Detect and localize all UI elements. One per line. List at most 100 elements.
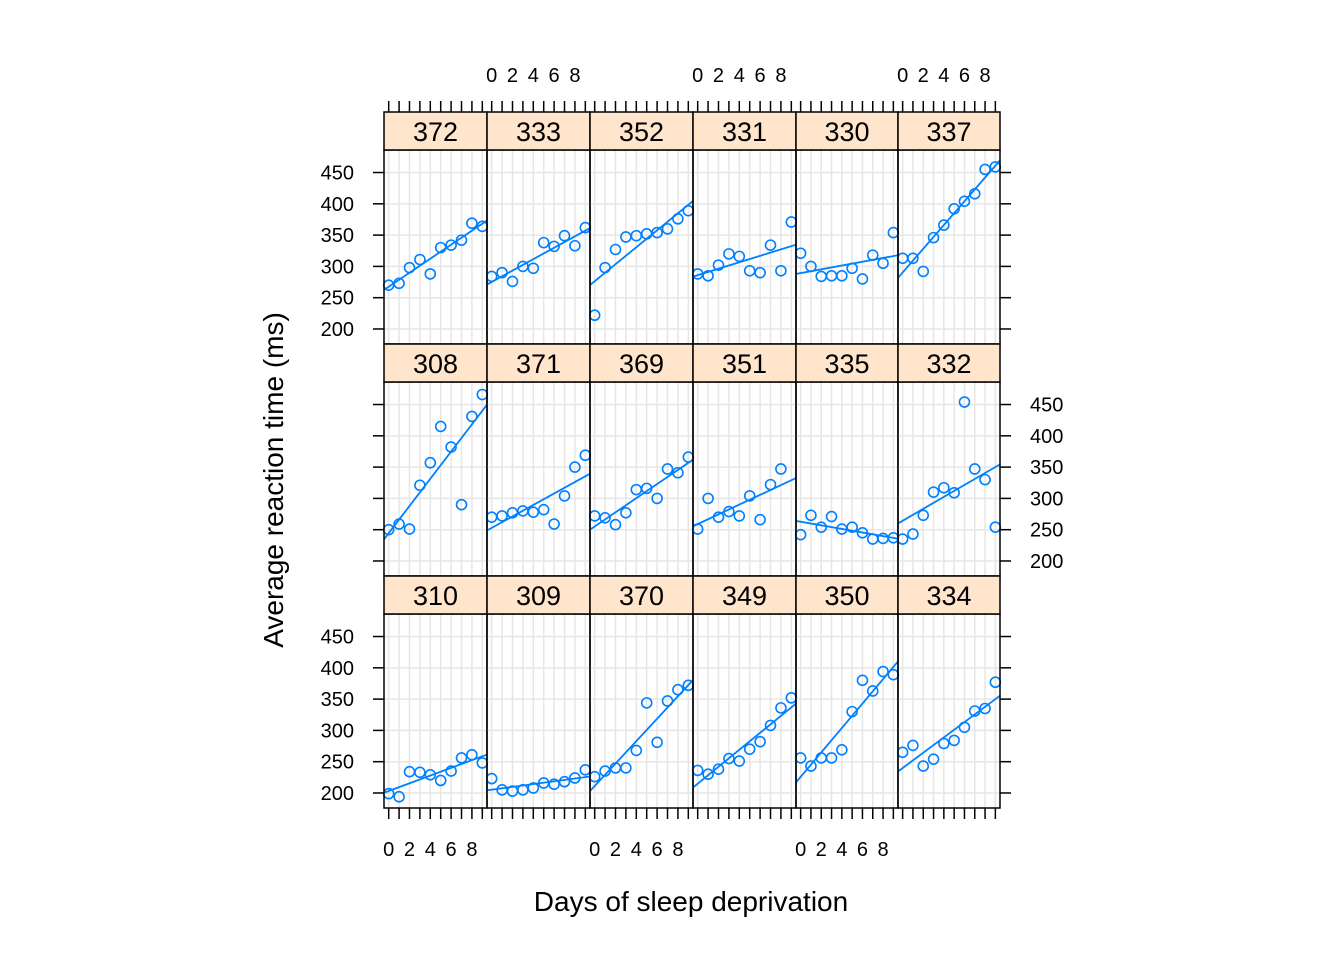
strip-background [589, 575, 694, 615]
data-point [856, 273, 869, 285]
data-point [506, 275, 519, 288]
strip-label: 372 [413, 117, 458, 147]
x-tick-label: 2 [713, 65, 724, 87]
x-tick-label: 0 [486, 65, 497, 87]
strip-label: 331 [722, 117, 767, 147]
regression-line [487, 227, 590, 286]
data-point [754, 513, 766, 526]
data-point [424, 769, 437, 781]
data-point [877, 665, 889, 678]
data-point [723, 248, 735, 260]
data-point [569, 461, 581, 473]
data-point [917, 509, 930, 522]
data-point [712, 763, 725, 776]
data-point [764, 719, 777, 732]
strip-label: 335 [824, 349, 869, 379]
data-point [455, 498, 468, 511]
x-tick-label: 4 [836, 839, 847, 861]
x-tick-label: 6 [549, 65, 560, 87]
data-point [743, 743, 756, 755]
strip-label: 308 [413, 349, 458, 379]
data-point [866, 685, 879, 697]
data-point [836, 743, 848, 756]
y-tick-label: 300 [1030, 488, 1063, 510]
data-point [672, 213, 684, 225]
strip-label: 352 [619, 117, 664, 147]
strip-label: 337 [926, 117, 971, 147]
regression-line [898, 694, 1000, 773]
regression-line [693, 477, 796, 528]
data-point [672, 466, 684, 479]
y-tick-label: 200 [1030, 551, 1063, 573]
strip-background [795, 343, 899, 383]
data-point [846, 705, 858, 718]
regression-line [898, 159, 1000, 279]
x-tick-label: 2 [816, 839, 827, 861]
data-point [661, 695, 674, 707]
x-tick-label: 8 [466, 839, 477, 861]
data-point [846, 521, 858, 533]
strip-label: 351 [722, 349, 767, 379]
data-point [907, 528, 919, 540]
data-point [651, 226, 663, 239]
data-point [496, 266, 508, 279]
y-tick-label: 250 [1030, 520, 1063, 542]
data-point [466, 410, 478, 423]
x-tick-label: 4 [528, 65, 539, 87]
panels-layer: 372 333 352 331 330 337 308 371 369 351 335 332 310 3… [382, 111, 1002, 809]
data-point [609, 518, 622, 531]
data-point [414, 766, 426, 779]
data-point [651, 736, 663, 749]
data-point [445, 765, 457, 777]
x-tick-label: 8 [672, 839, 683, 861]
data-point [927, 753, 940, 765]
data-point [775, 264, 787, 277]
data-point [630, 744, 643, 757]
x-tick-label: 4 [631, 839, 642, 861]
panel-352: 352 [588, 111, 695, 345]
panel-309: 309 [485, 575, 592, 809]
data-point [968, 188, 981, 200]
x-tick-label: 8 [979, 65, 990, 87]
y-tick-label: 450 [1030, 395, 1063, 417]
strip-background [692, 111, 797, 151]
data-point [527, 262, 540, 275]
strip-background [795, 575, 899, 615]
data-point [569, 772, 581, 784]
data-point [866, 249, 879, 261]
data-point [754, 735, 766, 748]
x-tick-label: 0 [795, 839, 806, 861]
x-tick-label: 6 [446, 839, 457, 861]
y-tick-label: 350 [1030, 457, 1063, 479]
data-point [836, 269, 848, 282]
y-tick-label: 200 [321, 319, 354, 341]
data-point [805, 509, 817, 522]
data-point [548, 518, 560, 530]
data-point [702, 768, 714, 781]
y-tick-label: 350 [321, 225, 354, 247]
data-point [455, 234, 468, 246]
strip-label: 369 [619, 349, 664, 379]
panel-333: 333 [485, 111, 592, 345]
x-tick-label: 2 [918, 65, 929, 87]
data-point [846, 262, 858, 275]
y-tick-label: 250 [321, 752, 354, 774]
regression-line [590, 679, 693, 792]
data-point [466, 217, 478, 230]
data-point [640, 482, 653, 495]
regression-line [693, 702, 796, 789]
panel-331: 331 [691, 111, 798, 345]
data-point [599, 261, 611, 274]
data-point [917, 760, 930, 772]
x-tick-label: 0 [383, 839, 394, 861]
data-point [968, 463, 981, 475]
data-point [527, 506, 540, 518]
panel-351: 351 [691, 343, 797, 577]
data-point [599, 765, 611, 777]
data-point [775, 463, 787, 475]
y-tick-label: 450 [321, 627, 354, 649]
panel-310: 310 [382, 575, 489, 809]
data-point [661, 463, 674, 475]
data-point [466, 749, 478, 761]
x-tick-label: 8 [569, 65, 580, 87]
